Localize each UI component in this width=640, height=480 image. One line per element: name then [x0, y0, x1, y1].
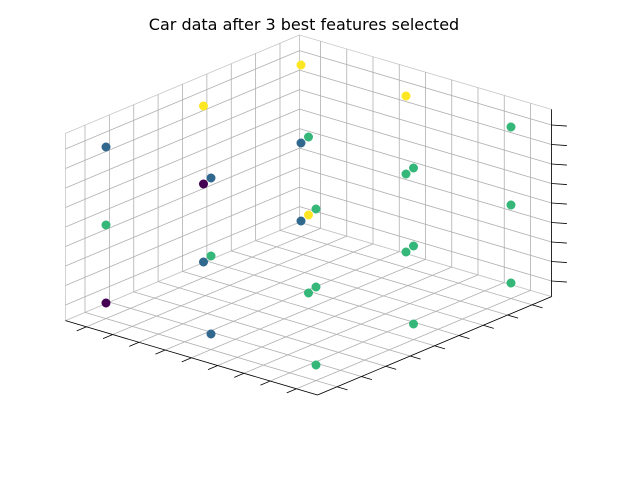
axes-ticks: [76, 124, 567, 394]
axes-grid: [65, 41, 552, 390]
y-tick: [483, 324, 494, 329]
grid-line: [299, 147, 552, 223]
data-point: [296, 138, 306, 148]
y-tick: [410, 355, 421, 360]
x-tick: [181, 357, 192, 363]
z-tick: [551, 183, 567, 185]
y-tick: [434, 345, 446, 350]
x-tick: [102, 334, 113, 340]
data-point: [401, 247, 411, 257]
grid-line: [65, 147, 300, 247]
data-points: [101, 60, 516, 370]
grid-line: [65, 128, 300, 228]
data-point: [506, 278, 516, 288]
x-tick: [76, 326, 87, 332]
x-tick: [155, 349, 166, 355]
data-point: [506, 200, 516, 210]
grid-line: [65, 206, 300, 306]
grid-line: [138, 243, 374, 343]
x-tick: [207, 365, 218, 371]
grid-line: [65, 167, 300, 267]
grid-line: [65, 186, 300, 286]
z-tick: [551, 222, 567, 224]
data-point: [408, 319, 418, 329]
z-tick: [551, 261, 567, 263]
grid-line: [231, 250, 484, 326]
data-point: [506, 122, 516, 132]
data-point: [303, 288, 313, 298]
z-tick: [551, 163, 567, 166]
data-point: [199, 179, 209, 189]
data-point: [296, 216, 306, 226]
y-tick: [458, 335, 470, 340]
chart-title: Car data after 3 best features selected: [149, 15, 459, 34]
data-point: [401, 91, 411, 101]
grid-line: [86, 228, 321, 328]
grid-line: [299, 186, 552, 262]
z-tick: [551, 241, 567, 244]
x-tick: [129, 341, 140, 347]
data-point: [199, 101, 209, 111]
data-point: [408, 241, 418, 251]
grid-line: [279, 230, 533, 306]
x-tick: [286, 388, 297, 394]
grid-line: [255, 240, 508, 316]
y-tick: [336, 386, 348, 391]
grid-line: [299, 206, 552, 282]
z-tick: [551, 144, 567, 146]
grid-line: [299, 128, 552, 204]
data-point: [296, 60, 306, 70]
y-tick: [507, 314, 519, 319]
y-tick: [361, 376, 372, 381]
data-point: [206, 173, 216, 183]
data-point: [206, 329, 216, 339]
x-tick: [234, 372, 245, 378]
data-point: [303, 132, 313, 142]
z-tick: [551, 124, 567, 127]
z-tick: [551, 202, 567, 205]
x-tick: [260, 380, 271, 386]
data-point: [199, 257, 209, 267]
data-point: [206, 251, 216, 261]
data-point: [311, 204, 321, 214]
data-point: [101, 298, 111, 308]
y-tick: [385, 365, 397, 370]
z-tick: [551, 280, 567, 283]
grid-line: [112, 235, 347, 335]
data-point: [311, 360, 321, 370]
y-tick: [531, 304, 543, 309]
data-point: [401, 169, 411, 179]
grid-line: [182, 271, 435, 347]
grid-line: [299, 167, 552, 243]
data-point: [101, 142, 111, 152]
data-point: [311, 282, 321, 292]
grid-line: [165, 251, 400, 351]
data-point: [101, 220, 111, 230]
data-point: [303, 210, 313, 220]
data-point: [408, 163, 418, 173]
